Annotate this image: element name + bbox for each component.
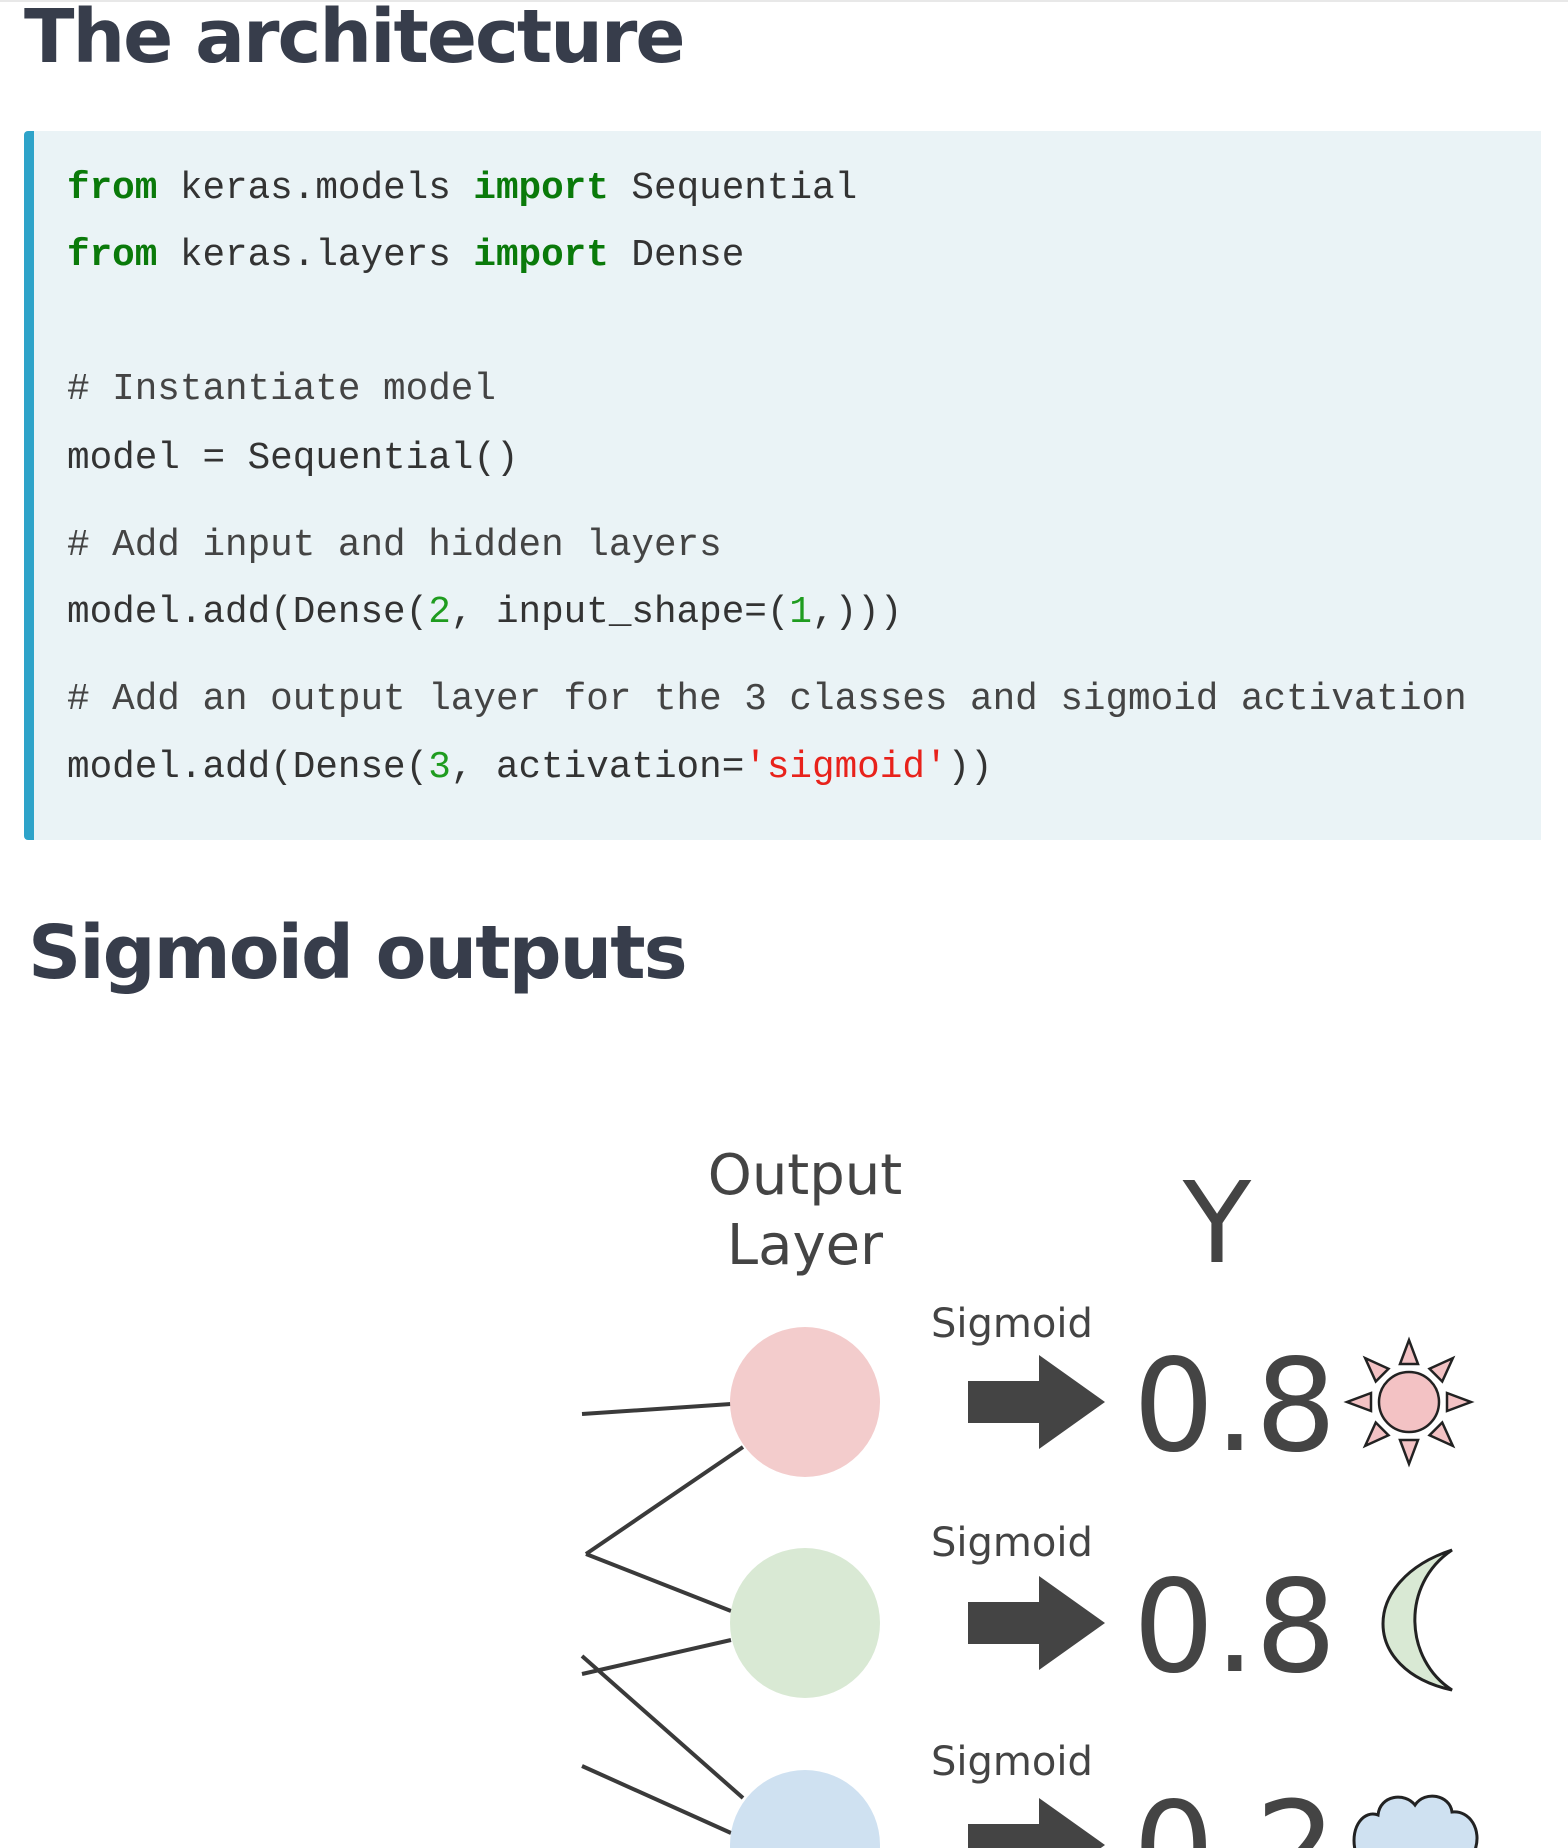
output-value: 0.8 [1133,1553,1337,1702]
activation-label: Sigmoid [931,1520,1093,1566]
sun-ray [1362,1355,1391,1384]
code-token: from [67,167,158,210]
arrow-icon [968,1355,1105,1449]
code-token: # Add an output layer for the 3 classes … [67,678,1467,721]
row-3: Sigmoid 0.2 [931,1739,1479,1848]
code-token: # Instantiate model [67,368,496,411]
output-node-3 [730,1770,880,1848]
code-token: 'sigmoid' [744,746,948,789]
sun-ray [1445,1391,1475,1413]
code-token: import [473,167,609,210]
code-token: , activation= [450,746,745,789]
activation-label: Sigmoid [931,1739,1093,1785]
connection-line [581,1764,732,1835]
code-line: model = Sequential() [67,437,519,480]
arrow-icon [968,1798,1105,1848]
activation-label: Sigmoid [931,1301,1093,1347]
connection-line [581,1402,732,1416]
connection-line [581,1638,732,1676]
row-2: Sigmoid 0.8 [931,1520,1453,1702]
code-token: )) [947,746,993,789]
row-1: Sigmoid 0.8 [931,1301,1475,1481]
connection-lines [580,1402,745,1835]
sun-ray [1362,1420,1391,1449]
sun-ray [1427,1420,1456,1449]
code-line: model.add(Dense(3, activation='sigmoid')… [67,746,993,789]
code-block: from keras.models import Sequential from… [24,131,1541,840]
code-line: # Add input and hidden layers [67,524,722,567]
connection-line [584,1445,745,1556]
code-token: from [67,234,158,277]
cloud-icon [1352,1794,1479,1848]
code-line: # Add an output layer for the 3 classes … [67,678,1467,721]
code-token: # Add input and hidden layers [67,524,722,567]
code-token: model.add(Dense( [67,591,429,634]
code-token: Dense [608,234,745,277]
code-line: model.add(Dense(2, input_shape=(1,))) [67,591,902,634]
code-token: model = Sequential() [67,437,519,480]
section-title-architecture: The architecture [24,0,686,80]
section-title-sigmoid-outputs: Sigmoid outputs [28,910,688,996]
code-line: from keras.models import Sequential [67,167,857,210]
moon-icon [1381,1548,1453,1692]
sun-ray [1398,1336,1420,1366]
connection-line [585,1552,732,1613]
top-divider [0,0,1568,2]
output-layer-label: Layer [727,1213,884,1278]
sun-ray [1343,1391,1373,1413]
code-token: 1 [789,591,813,634]
output-value: 0.8 [1133,1332,1337,1481]
connection-line [580,1654,745,1800]
output-node-1 [730,1327,880,1477]
output-layer-label: Output [708,1143,903,1208]
code-token: ,))) [812,591,903,634]
code-token: Sequential [608,167,858,210]
code-line: from keras.layers import Dense [67,234,744,277]
arrow-icon [968,1576,1105,1670]
code-token: , input_shape=( [450,591,790,634]
code-token: import [473,234,609,277]
code-token: 3 [428,746,451,789]
code-token: model.add(Dense( [67,746,429,789]
output-value: 0.2 [1133,1775,1337,1848]
sun-ray [1427,1355,1456,1384]
code-line: # Instantiate model [67,368,496,411]
sun-icon [1343,1336,1475,1468]
output-node-2 [730,1548,880,1698]
y-label: Y [1182,1159,1252,1289]
code-token: keras.models [157,167,474,210]
code-token: keras.layers [157,234,474,277]
sun-ray [1398,1438,1420,1468]
code-token: 2 [428,591,451,634]
